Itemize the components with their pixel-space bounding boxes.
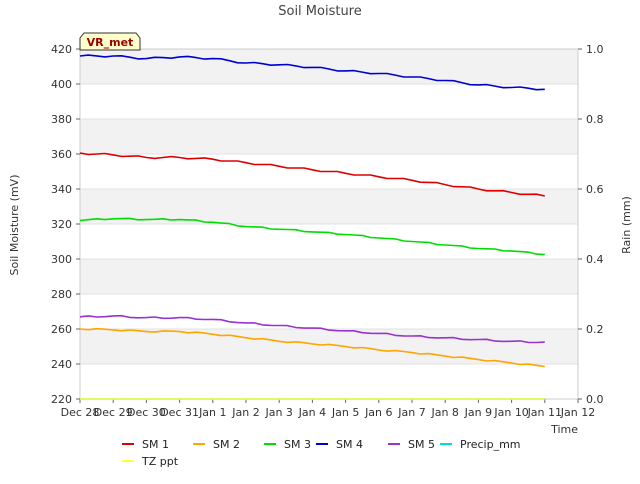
y-tick-label: 420 [51, 43, 72, 56]
x-tick-label: Dec 29 [94, 406, 133, 419]
x-tick-label: Jan 10 [493, 406, 528, 419]
x-tick-label: Jan 4 [298, 406, 326, 419]
grid-band [80, 119, 578, 154]
y-tick-label: 380 [51, 113, 72, 126]
x-tick-label: Jan 2 [231, 406, 259, 419]
y-tick-label: 240 [51, 358, 72, 371]
y-tick-label: 360 [51, 148, 72, 161]
x-tick-label: Jan 5 [331, 406, 359, 419]
y2-axis-label: Rain (mm) [620, 196, 633, 254]
legend-label: TZ ppt [141, 455, 179, 468]
y-tick-label: 260 [51, 323, 72, 336]
y-tick-label: 340 [51, 183, 72, 196]
legend-label: SM 5 [408, 438, 435, 451]
series-lines [79, 54, 545, 400]
y-tick-label: 220 [51, 393, 72, 406]
legend-label: SM 2 [213, 438, 240, 451]
x-tick-label: Jan 6 [364, 406, 392, 419]
series-line-sm-2 [79, 327, 545, 368]
legend-label: Precip_mm [460, 438, 521, 451]
y2-tick-label: 0.0 [586, 393, 604, 406]
legend-item: SM 3 [264, 438, 311, 451]
station-badge: VR_met [79, 32, 141, 51]
series-line-sm-3 [79, 217, 545, 256]
station-badge-label: VR_met [87, 36, 134, 49]
legend-label: SM 3 [284, 438, 311, 451]
legend-label: SM 4 [336, 438, 363, 451]
x-tick-label: Dec 30 [127, 406, 166, 419]
y-tick-label: 280 [51, 288, 72, 301]
x-tick-label: Jan 7 [397, 406, 425, 419]
legend-item: SM 1 [122, 438, 169, 451]
legend-item: SM 2 [193, 438, 240, 451]
y2-axis-ticks: 0.0 0.2 0.4 0.6 0.8 1.0 [578, 43, 604, 406]
y-tick-label: 300 [51, 253, 72, 266]
y-tick-label: 320 [51, 218, 72, 231]
y-axis-label: Soil Moisture (mV) [8, 175, 21, 276]
legend-item: Precip_mm [440, 438, 521, 451]
x-tick-label: Jan 12 [560, 406, 595, 419]
x-tick-label: Jan 9 [464, 406, 492, 419]
y2-tick-label: 0.8 [586, 113, 604, 126]
grid-band [80, 49, 578, 84]
y-tick-label: 400 [51, 78, 72, 91]
series-line-sm-5 [79, 314, 545, 344]
x-tick-label: Jan 11 [527, 406, 562, 419]
x-tick-label: Jan 8 [430, 406, 458, 419]
x-tick-label: Jan 1 [198, 406, 226, 419]
x-tick-label: Jan 3 [264, 406, 292, 419]
station-badge-shape [79, 32, 141, 51]
x-tick-label: Dec 28 [61, 406, 100, 419]
y-axis-ticks: 220 240 260 280 300 320 340 360 380 400 420 [51, 43, 80, 406]
grid-band [80, 259, 578, 294]
legend-item: TZ ppt [122, 455, 179, 468]
legend-item: SM 5 [388, 438, 435, 451]
grid-band [80, 329, 578, 364]
y2-tick-label: 0.4 [586, 253, 604, 266]
legend: SM 1 SM 2 SM 3 SM 4 SM 5 Precip_mm TZ ppt [122, 438, 521, 468]
y2-tick-label: 1.0 [586, 43, 604, 56]
x-axis-label: Time [550, 423, 578, 436]
legend-label: SM 1 [142, 438, 169, 451]
y2-tick-label: 0.6 [586, 183, 604, 196]
chart-title: Soil Moisture [278, 4, 362, 19]
series-line-sm-1 [79, 152, 545, 197]
grid-bands [80, 49, 578, 364]
y2-tick-label: 0.2 [586, 323, 604, 336]
series-line-sm-4 [79, 54, 545, 91]
gridlines [80, 48, 578, 400]
x-tick-label: Dec 31 [160, 406, 199, 419]
legend-item: SM 4 [316, 438, 363, 451]
